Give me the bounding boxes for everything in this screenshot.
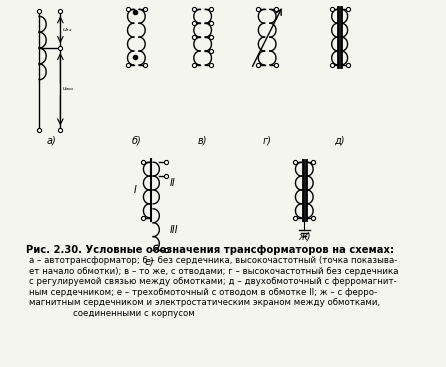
Text: Рис. 2.30. Условные обозначения трансформаторов на схемах:: Рис. 2.30. Условные обозначения трансфор… <box>26 244 394 255</box>
Text: а): а) <box>47 135 56 145</box>
Text: $u_{вх}$: $u_{вх}$ <box>62 26 73 34</box>
Text: $u_{вых}$: $u_{вых}$ <box>62 85 75 93</box>
Text: магнитным сердечником и электростатическим экраном между обмотками,: магнитным сердечником и электростатическ… <box>29 298 380 307</box>
Text: ет начало обмотки); в – то же, с отводами; г – высокочастотный без сердечника: ет начало обмотки); в – то же, с отводам… <box>29 267 398 276</box>
Text: соединенными с корпусом: соединенными с корпусом <box>29 309 194 317</box>
Text: д): д) <box>334 135 345 145</box>
Text: III: III <box>170 225 178 235</box>
Text: г): г) <box>263 135 272 145</box>
Text: II: II <box>170 178 176 188</box>
Text: е): е) <box>145 257 154 266</box>
Text: ж): ж) <box>298 232 310 241</box>
Text: ным сердечником; е – трехобмоточный с отводом в обмотке II; ж – с ферро-: ным сердечником; е – трехобмоточный с от… <box>29 288 377 297</box>
Text: в): в) <box>198 135 207 145</box>
Text: I: I <box>134 185 137 195</box>
Text: с регулируемой связью между обмотками; д – двухобмоточный с ферромагнит-: с регулируемой связью между обмотками; д… <box>29 277 396 286</box>
Text: а – автотрансформатор; б – без сердечника, высокочастотный (точка показыва-: а – автотрансформатор; б – без сердечник… <box>29 257 397 265</box>
Text: б): б) <box>132 135 141 145</box>
